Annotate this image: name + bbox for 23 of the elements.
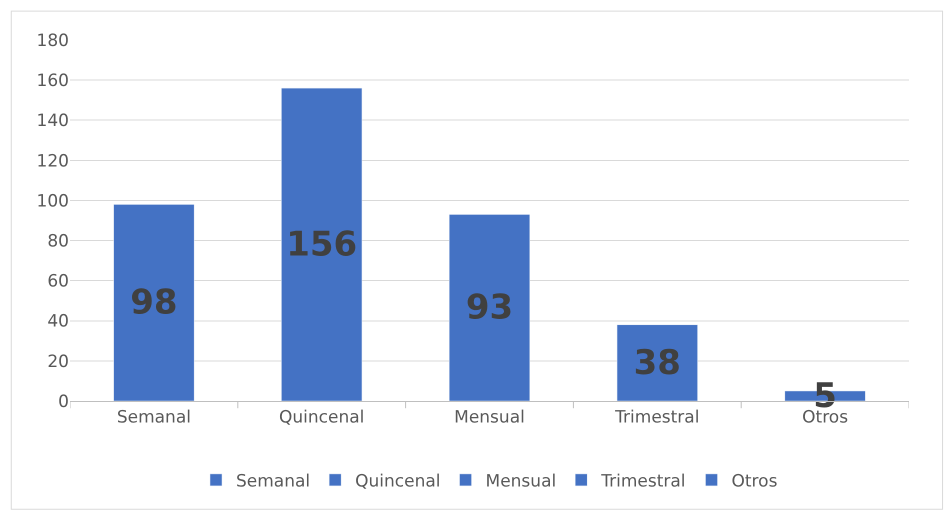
y-tick-label: 140 (36, 111, 69, 132)
y-tick-label: 20 (47, 352, 69, 372)
legend-label: Trimestral (600, 472, 686, 492)
x-tick-label: Quincenal (279, 407, 364, 428)
data-label: 98 (130, 282, 178, 323)
legend-label: Semanal (236, 472, 310, 492)
y-tick-label: 100 (36, 191, 69, 212)
y-tick-label: 0 (58, 392, 69, 412)
y-tick-label: 60 (47, 272, 69, 292)
x-tick-label: Semanal (116, 407, 191, 428)
data-label: 156 (286, 224, 358, 265)
y-tick-label: 40 (47, 312, 69, 332)
legend-label: Quincenal (355, 472, 441, 492)
legend-label: Mensual (486, 472, 556, 492)
y-tick-label: 120 (36, 151, 69, 172)
data-label: 38 (634, 342, 681, 383)
y-tick-label: 180 (36, 30, 69, 51)
y-tick-label: 80 (47, 232, 69, 252)
legend-label: Otros (732, 472, 778, 492)
data-label: 93 (466, 288, 514, 328)
x-tick-label: Mensual (454, 407, 525, 428)
x-tick-label: Trimestral (614, 407, 700, 428)
y-tick-label: 160 (36, 71, 69, 92)
